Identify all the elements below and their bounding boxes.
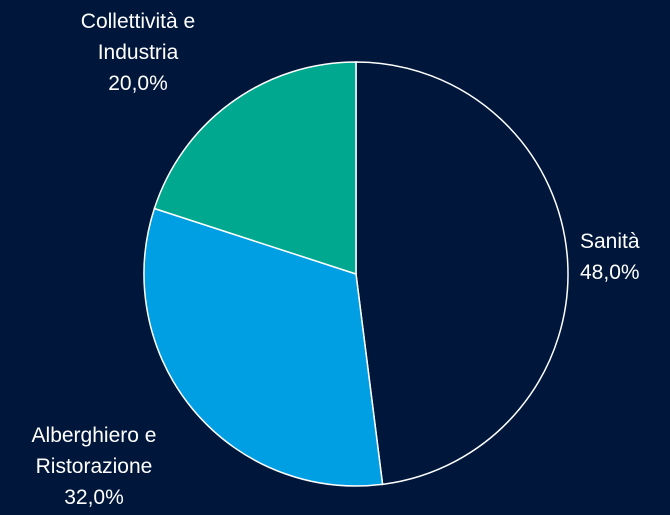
pie-slice: [355, 61, 569, 486]
category-label: Collettività e Industria: [80, 10, 196, 64]
value-label: 48,0%: [580, 261, 640, 284]
value-label: 32,0%: [64, 486, 124, 509]
pie-slice: [153, 61, 357, 276]
slice-label: Alberghiero e Ristorazione 32,0%: [5, 420, 183, 513]
slice-label: Collettività e Industria 20,0%: [48, 6, 228, 99]
category-label: Alberghiero e Ristorazione: [31, 424, 157, 478]
pie-slice: [143, 207, 384, 487]
slice-label: Sanità 48,0%: [580, 226, 670, 288]
value-label: 20,0%: [108, 72, 168, 95]
category-label: Sanità: [580, 230, 640, 253]
